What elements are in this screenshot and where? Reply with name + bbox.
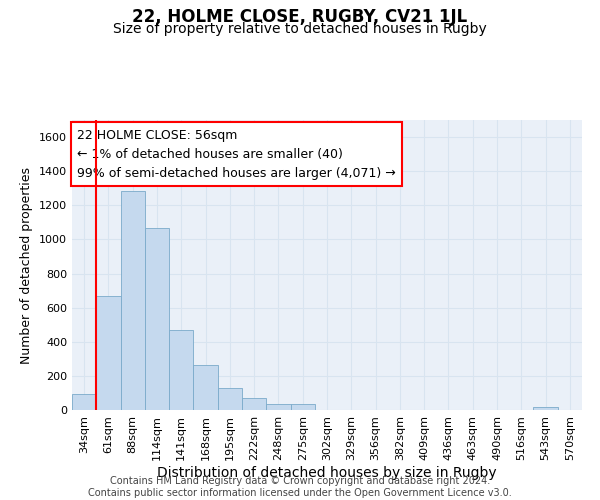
Bar <box>169 330 193 410</box>
Y-axis label: Number of detached properties: Number of detached properties <box>20 166 34 364</box>
Bar <box>121 191 145 410</box>
Bar <box>72 394 96 410</box>
Text: 22 HOLME CLOSE: 56sqm
← 1% of detached houses are smaller (40)
99% of semi-detac: 22 HOLME CLOSE: 56sqm ← 1% of detached h… <box>77 128 396 180</box>
Bar <box>533 406 558 410</box>
Bar <box>193 365 218 410</box>
Text: Contains HM Land Registry data © Crown copyright and database right 2024.
Contai: Contains HM Land Registry data © Crown c… <box>88 476 512 498</box>
Bar <box>218 388 242 410</box>
Bar <box>242 398 266 410</box>
Text: Size of property relative to detached houses in Rugby: Size of property relative to detached ho… <box>113 22 487 36</box>
X-axis label: Distribution of detached houses by size in Rugby: Distribution of detached houses by size … <box>157 466 497 479</box>
Bar <box>96 296 121 410</box>
Text: 22, HOLME CLOSE, RUGBY, CV21 1JL: 22, HOLME CLOSE, RUGBY, CV21 1JL <box>133 8 467 26</box>
Bar <box>290 404 315 410</box>
Bar <box>145 228 169 410</box>
Bar <box>266 404 290 410</box>
